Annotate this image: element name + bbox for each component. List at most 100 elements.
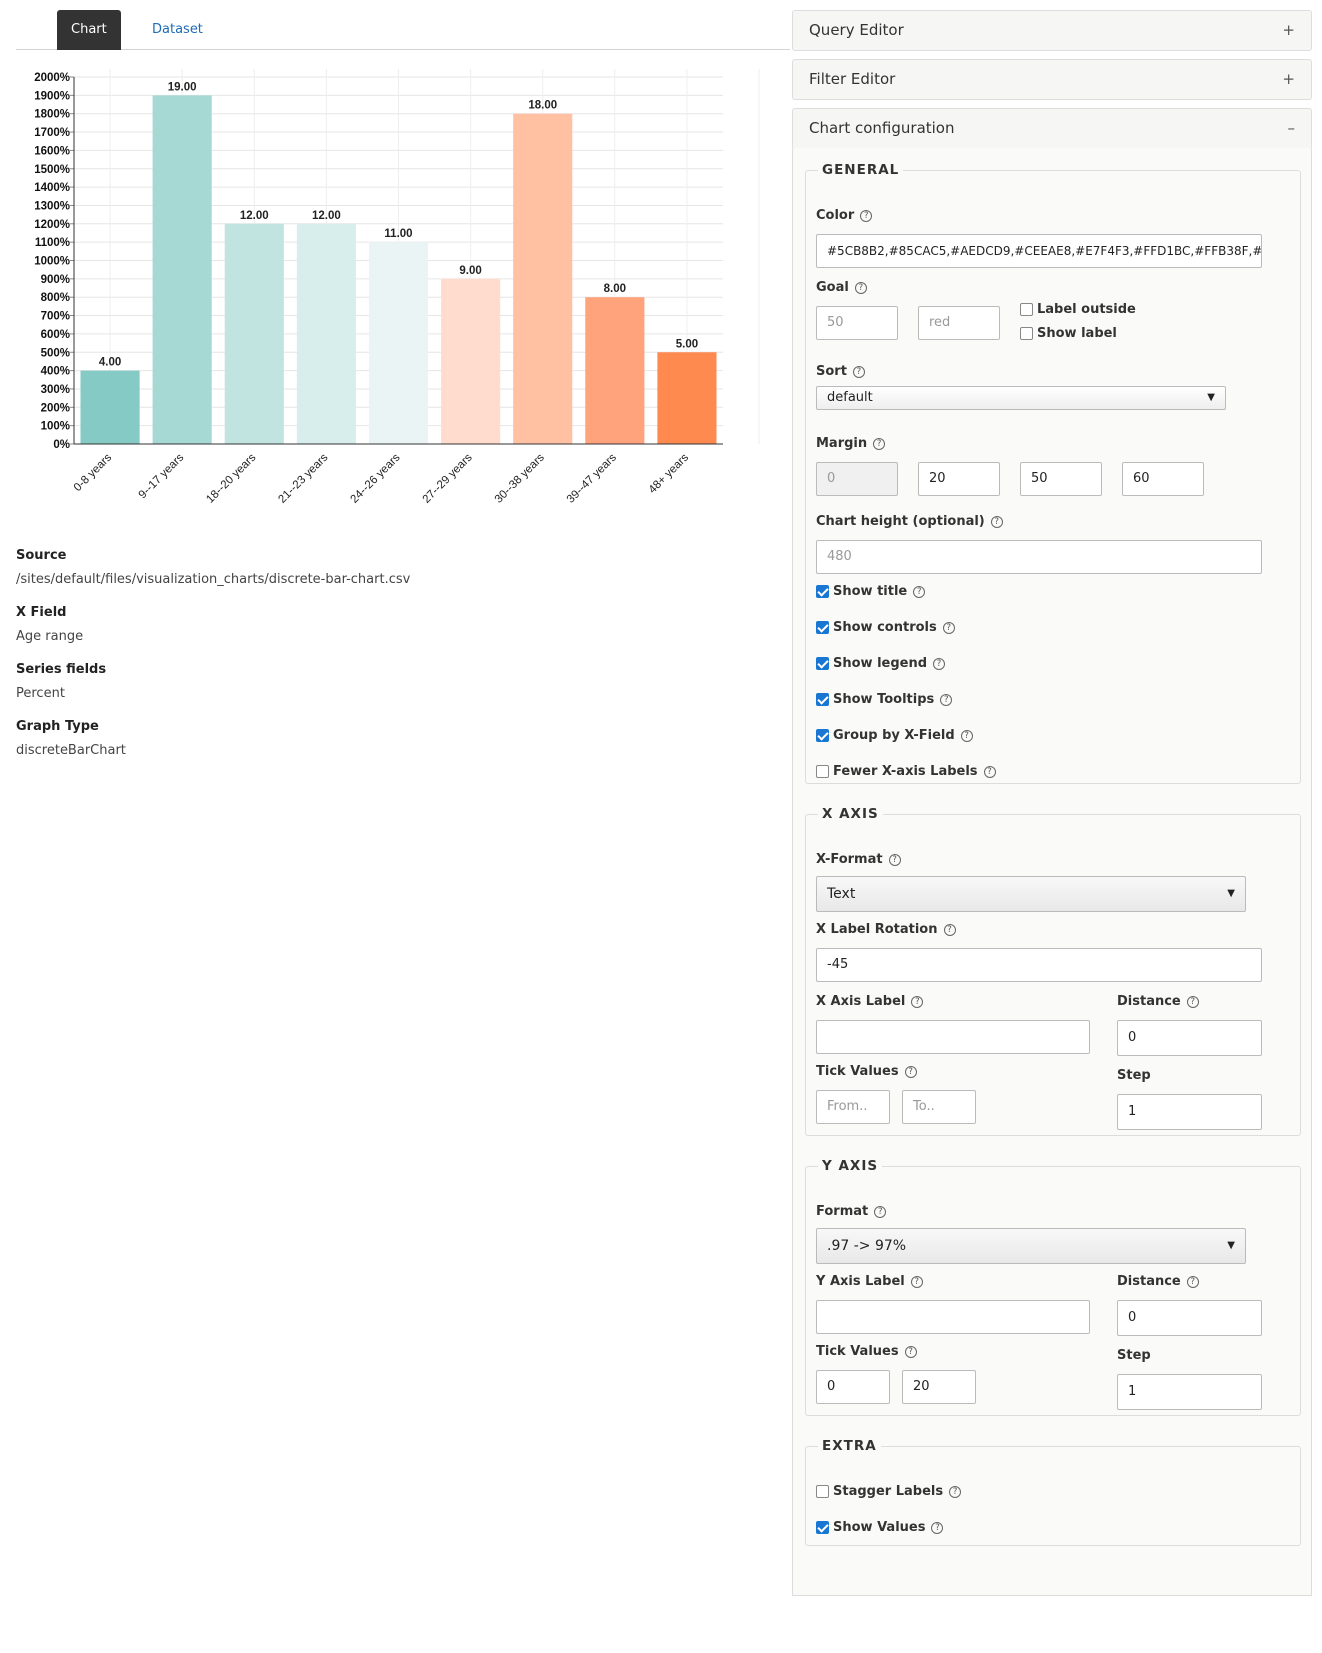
bar-value-label: 19.00 bbox=[168, 81, 197, 93]
y-step-label: Step bbox=[1117, 1348, 1151, 1363]
x-tick-label: 9--17 years bbox=[137, 451, 187, 501]
help-icon[interactable]: ? bbox=[931, 1521, 944, 1534]
y-step-input[interactable]: 1 bbox=[1117, 1374, 1262, 1410]
tab-chart[interactable]: Chart bbox=[57, 10, 121, 50]
x-distance-input[interactable]: 0 bbox=[1117, 1020, 1262, 1056]
x-distance-label: Distance? bbox=[1117, 994, 1199, 1009]
checkbox-icon[interactable] bbox=[1020, 327, 1033, 340]
help-icon[interactable]: ? bbox=[933, 657, 946, 670]
x-tick-to-input[interactable]: To.. bbox=[902, 1090, 976, 1124]
stagger-labels-checkbox[interactable]: Stagger Labels? bbox=[816, 1484, 962, 1499]
help-icon[interactable]: ? bbox=[860, 210, 873, 222]
help-icon[interactable]: ? bbox=[904, 1066, 917, 1078]
label-outside-checkbox[interactable]: Label outside bbox=[1020, 302, 1136, 317]
bar bbox=[296, 223, 356, 444]
checkbox-icon[interactable] bbox=[816, 693, 829, 706]
help-icon[interactable]: ? bbox=[942, 621, 955, 634]
help-icon[interactable]: ? bbox=[949, 1485, 962, 1498]
margin-right-input[interactable]: 20 bbox=[918, 462, 1000, 496]
bar bbox=[657, 352, 717, 444]
bar-value-label: 5.00 bbox=[676, 338, 698, 350]
help-icon[interactable]: ? bbox=[854, 282, 867, 294]
expand-icon[interactable]: + bbox=[1282, 70, 1295, 88]
help-icon[interactable]: ? bbox=[913, 585, 926, 598]
y-tick-label: 600% bbox=[41, 329, 70, 341]
fewer-x-labels-checkbox[interactable]: Fewer X-axis Labels? bbox=[816, 764, 996, 779]
help-icon[interactable]: ? bbox=[904, 1346, 917, 1358]
editor-panel: Query Editor + Filter Editor + Chart con… bbox=[792, 10, 1312, 1596]
help-icon[interactable]: ? bbox=[990, 516, 1003, 528]
bar bbox=[368, 242, 429, 444]
query-editor-header[interactable]: Query Editor + bbox=[792, 10, 1312, 51]
x-tick-label: 39--47 years bbox=[565, 451, 619, 505]
y-distance-input[interactable]: 0 bbox=[1117, 1300, 1262, 1336]
y-axis-section: Y AXIS Format? .97 -> 97% ▼ Y Axis Label?… bbox=[805, 1158, 1301, 1416]
help-icon[interactable]: ? bbox=[888, 854, 901, 866]
group-by-x-checkbox[interactable]: Group by X-Field? bbox=[816, 728, 973, 743]
x-format-select[interactable]: Text ▼ bbox=[816, 876, 1246, 912]
y-format-select[interactable]: .97 -> 97% ▼ bbox=[816, 1228, 1246, 1264]
chart-config-header[interactable]: Chart configuration – bbox=[792, 108, 1312, 149]
y-axis-legend: Y AXIS bbox=[822, 1158, 879, 1174]
show-title-checkbox[interactable]: Show title? bbox=[816, 584, 926, 599]
help-icon[interactable]: ? bbox=[960, 729, 973, 742]
show-legend-checkbox[interactable]: Show legend? bbox=[816, 656, 946, 671]
help-icon[interactable]: ? bbox=[1186, 1276, 1199, 1288]
filter-editor-header[interactable]: Filter Editor + bbox=[792, 59, 1312, 100]
x-rotation-label: X Label Rotation? bbox=[816, 922, 956, 937]
help-icon[interactable]: ? bbox=[910, 1276, 923, 1288]
checkbox-icon[interactable] bbox=[1020, 303, 1033, 316]
goal-value-input[interactable]: 50 bbox=[816, 306, 898, 340]
x-tick-label: 18--20 years bbox=[204, 451, 258, 505]
y-tick-label: 1500% bbox=[34, 164, 70, 176]
checkbox-icon[interactable] bbox=[816, 765, 829, 778]
y-tick-to-input[interactable]: 20 bbox=[902, 1370, 976, 1404]
chart-config-title: Chart configuration bbox=[809, 119, 955, 137]
checkbox-icon[interactable] bbox=[816, 585, 829, 598]
x-tick-from-input[interactable]: From.. bbox=[816, 1090, 890, 1124]
help-icon[interactable]: ? bbox=[911, 996, 924, 1008]
show-controls-checkbox[interactable]: Show controls? bbox=[816, 620, 955, 635]
help-icon[interactable]: ? bbox=[943, 924, 956, 936]
margin-top-input: 0 bbox=[816, 462, 898, 496]
checkbox-icon[interactable] bbox=[816, 621, 829, 634]
tab-dataset[interactable]: Dataset bbox=[152, 22, 203, 37]
collapse-icon[interactable]: – bbox=[1287, 119, 1296, 137]
x-axis-label-input[interactable] bbox=[816, 1020, 1090, 1054]
checkbox-icon[interactable] bbox=[816, 1521, 829, 1534]
help-icon[interactable]: ? bbox=[874, 1206, 887, 1218]
checkbox-icon[interactable] bbox=[816, 729, 829, 742]
show-label-checkbox[interactable]: Show label bbox=[1020, 326, 1117, 341]
x-step-input[interactable]: 1 bbox=[1117, 1094, 1262, 1130]
sort-label: Sort? bbox=[816, 364, 865, 379]
checkbox-icon[interactable] bbox=[816, 1485, 829, 1498]
bar-value-label: 12.00 bbox=[312, 210, 341, 222]
margin-left-input[interactable]: 60 bbox=[1122, 462, 1204, 496]
chevron-down-icon: ▼ bbox=[1207, 392, 1215, 403]
y-axis-label-input[interactable] bbox=[816, 1300, 1090, 1334]
y-tick-label: 2000% bbox=[34, 72, 70, 84]
margin-label: Margin? bbox=[816, 436, 886, 451]
goal-color-input[interactable]: red bbox=[918, 306, 1000, 340]
x-rotation-input[interactable]: -45 bbox=[816, 948, 1262, 982]
chart-height-input[interactable]: 480 bbox=[816, 540, 1262, 574]
bar-value-label: 9.00 bbox=[459, 265, 481, 277]
bar bbox=[441, 278, 501, 444]
bar bbox=[224, 223, 284, 444]
help-icon[interactable]: ? bbox=[873, 438, 886, 450]
checkbox-icon[interactable] bbox=[816, 657, 829, 670]
goal-label: Goal? bbox=[816, 280, 867, 295]
y-tick-from-input[interactable]: 0 bbox=[816, 1370, 890, 1404]
color-input[interactable]: #5CB8B2,#85CAC5,#AEDCD9,#CEEAE8,#E7F4F3,… bbox=[816, 234, 1262, 268]
show-tooltips-checkbox[interactable]: Show Tooltips? bbox=[816, 692, 953, 707]
help-icon[interactable]: ? bbox=[983, 765, 996, 778]
help-icon[interactable]: ? bbox=[1186, 996, 1199, 1008]
series-label: Series fields bbox=[16, 662, 107, 677]
show-values-checkbox[interactable]: Show Values? bbox=[816, 1520, 944, 1535]
y-tick-label: 100% bbox=[41, 421, 70, 433]
help-icon[interactable]: ? bbox=[852, 366, 865, 378]
expand-icon[interactable]: + bbox=[1282, 21, 1295, 39]
help-icon[interactable]: ? bbox=[940, 693, 953, 706]
margin-bottom-input[interactable]: 50 bbox=[1020, 462, 1102, 496]
sort-select[interactable]: default ▼ bbox=[816, 386, 1226, 410]
